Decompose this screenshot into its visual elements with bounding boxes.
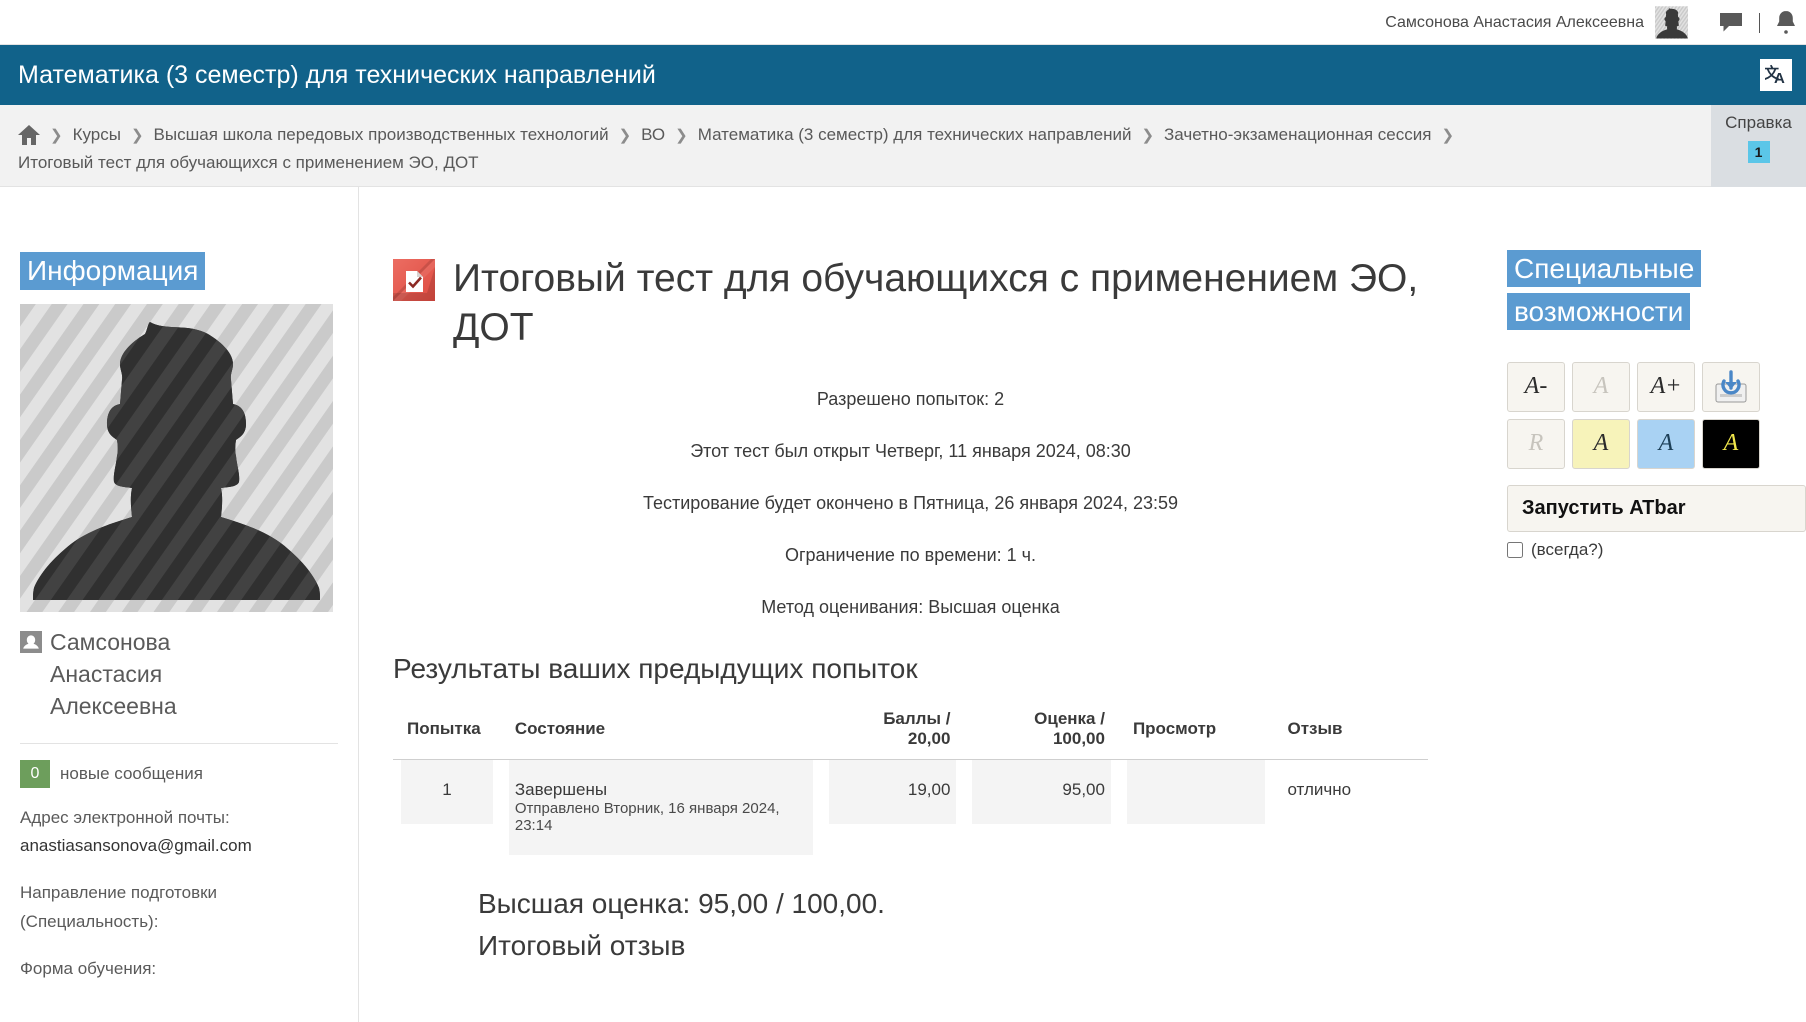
svg-text:A: A [1774,70,1785,86]
